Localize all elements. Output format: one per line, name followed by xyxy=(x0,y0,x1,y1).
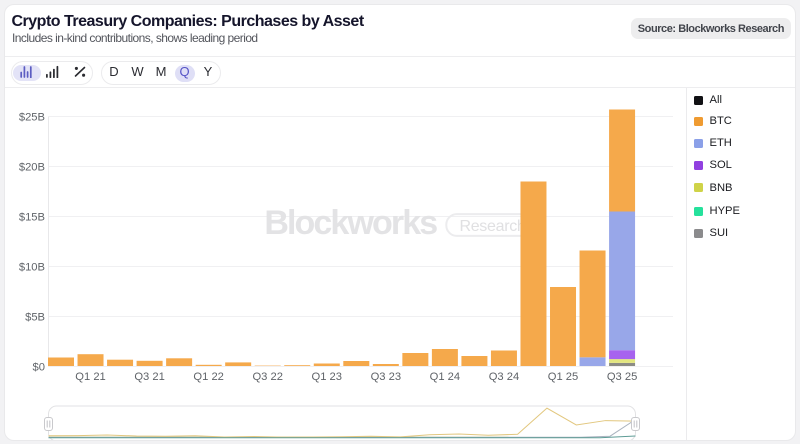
svg-text:$25B: $25B xyxy=(18,111,44,123)
svg-text:Q1 24: Q1 24 xyxy=(429,371,459,383)
svg-text:Q3 25: Q3 25 xyxy=(606,371,636,383)
svg-text:Q3 22: Q3 22 xyxy=(252,371,282,383)
svg-text:$10B: $10B xyxy=(18,261,44,273)
svg-text:Research: Research xyxy=(459,218,525,235)
svg-text:$5B: $5B xyxy=(25,311,45,323)
svg-text:Q3 24: Q3 24 xyxy=(488,371,518,383)
svg-text:Q1 25: Q1 25 xyxy=(547,371,577,383)
svg-text:Q1 23: Q1 23 xyxy=(311,371,341,383)
svg-text:Q1 22: Q1 22 xyxy=(193,371,223,383)
svg-text:$20B: $20B xyxy=(18,161,44,173)
svg-text:Blockworks: Blockworks xyxy=(264,203,437,241)
svg-text:Q3 21: Q3 21 xyxy=(134,371,164,383)
svg-text:Q3 23: Q3 23 xyxy=(370,371,400,383)
svg-text:Q1 21: Q1 21 xyxy=(75,371,105,383)
svg-text:$15B: $15B xyxy=(18,211,44,223)
svg-text:$0: $0 xyxy=(32,361,44,373)
